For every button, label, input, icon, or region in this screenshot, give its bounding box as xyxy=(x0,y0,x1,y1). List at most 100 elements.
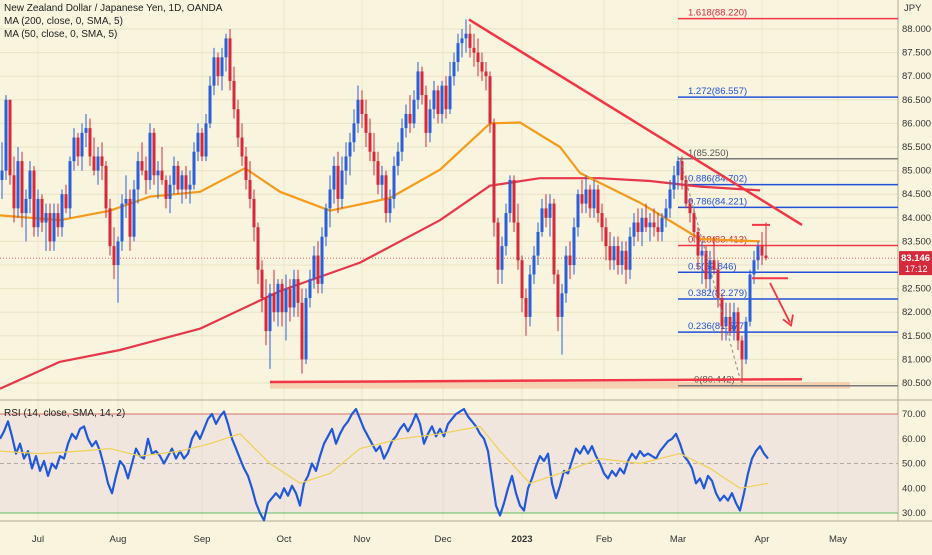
time-tick-label: Jul xyxy=(32,534,44,545)
candle-bear xyxy=(140,161,144,171)
chart-title[interactable]: New Zealand Dollar / Japanese Yen, 1D, O… xyxy=(4,3,223,14)
price-badge-bg xyxy=(899,251,932,276)
candle-bull xyxy=(540,208,544,232)
candle-bull xyxy=(284,288,288,313)
time-tick-label: Apr xyxy=(755,534,770,545)
candle-bear xyxy=(64,194,68,209)
drawings[interactable] xyxy=(0,18,898,386)
candle-bull xyxy=(196,132,200,152)
candle-bear xyxy=(444,85,448,110)
candle-bear xyxy=(384,175,388,214)
candle-bull xyxy=(660,217,664,232)
candle-bull xyxy=(292,279,296,308)
candle-bear xyxy=(436,90,440,114)
candle-bear xyxy=(372,151,376,162)
candle-bear xyxy=(364,113,368,133)
candle-bear xyxy=(472,47,476,53)
candle-bear xyxy=(144,170,148,181)
candle-bull xyxy=(676,161,680,176)
candle-bull xyxy=(16,161,20,209)
fib-label: 1(85.250) xyxy=(688,148,729,159)
candle-bear xyxy=(764,255,768,259)
time-tick-label: Sep xyxy=(194,534,211,545)
candle-bull xyxy=(428,109,432,133)
candle-bear xyxy=(604,227,608,247)
candle-bull xyxy=(328,189,332,209)
support-trendline[interactable] xyxy=(269,377,803,384)
candle-bear xyxy=(184,175,188,190)
resistance-trendline[interactable] xyxy=(468,18,803,226)
rsi-legend[interactable]: RSI (14, close, SMA, 14, 2) xyxy=(4,408,126,419)
candle-bear xyxy=(20,161,24,214)
candle-bull xyxy=(324,208,328,237)
candle-bull xyxy=(172,165,176,185)
candle-bull xyxy=(268,293,272,332)
candle-bull xyxy=(456,43,460,63)
ma200-legend[interactable]: MA (200, close, 0, SMA, 5) xyxy=(4,16,123,27)
time-tick-label: Nov xyxy=(354,534,371,545)
candle-bull xyxy=(508,180,512,214)
price-tick-label: 82.500 xyxy=(902,284,931,295)
candle-bull xyxy=(52,213,56,242)
projection-arrowhead[interactable] xyxy=(782,314,794,328)
candle-bear xyxy=(200,132,204,157)
fib-label: 1.618(88.220) xyxy=(688,8,747,19)
candle-bear xyxy=(256,227,260,270)
candle-bear xyxy=(8,99,12,176)
fib-label: 0.886(84.702) xyxy=(688,174,747,185)
candle-bull xyxy=(532,255,536,275)
candle-bull xyxy=(44,213,48,223)
price-tick-label: 86.000 xyxy=(902,118,931,129)
candle-bull xyxy=(432,90,436,110)
candle-bull xyxy=(208,85,212,124)
candle-bull xyxy=(744,321,748,360)
candle-bull xyxy=(584,189,588,204)
candle-bull xyxy=(0,170,4,181)
candle-bear xyxy=(408,113,412,124)
candle-bear xyxy=(176,165,180,190)
candle-bull xyxy=(572,227,576,265)
candle-bull xyxy=(460,38,464,44)
candle-bull xyxy=(312,255,316,280)
candle-bull xyxy=(308,279,312,299)
candle-bull xyxy=(400,128,404,152)
candle-bull xyxy=(340,170,344,199)
candle-bull xyxy=(504,213,508,247)
projection-arrow[interactable] xyxy=(769,282,791,323)
candle-bear xyxy=(740,340,744,360)
ma50-legend[interactable]: MA (50, close, 0, SMA, 5) xyxy=(4,29,118,40)
candle-bull xyxy=(120,203,124,242)
candle-bull xyxy=(28,170,32,199)
rsi-line xyxy=(0,408,769,522)
candle-bear xyxy=(544,208,548,218)
support-zone[interactable] xyxy=(270,382,850,389)
candle-bull xyxy=(576,194,580,228)
candles xyxy=(0,19,768,383)
candle-bear xyxy=(424,95,428,133)
candle-bear xyxy=(760,246,764,256)
candle-bull xyxy=(116,241,120,265)
candle-bull xyxy=(72,137,76,162)
candle-bull xyxy=(356,99,360,124)
rsi-ma-line xyxy=(0,425,769,489)
candle-bear xyxy=(716,269,720,299)
price-tick-label: 82.000 xyxy=(902,307,931,318)
price-tick-label: 81.500 xyxy=(902,331,931,342)
candle-bear xyxy=(248,180,252,199)
candle-bear xyxy=(164,180,168,199)
price-legend: New Zealand Dollar / Japanese Yen, 1D, O… xyxy=(4,2,222,41)
candle-bear xyxy=(296,279,300,303)
candle-bull xyxy=(612,246,616,261)
candle-bear xyxy=(476,52,480,63)
candle-bear xyxy=(280,283,284,313)
candle-bear xyxy=(228,38,232,81)
candle-bear xyxy=(596,189,600,214)
candle-bear xyxy=(300,302,304,360)
candle-bear xyxy=(232,80,236,110)
rsi-tick-label: 40.00 xyxy=(902,483,926,494)
candle-bear xyxy=(288,288,292,308)
candle-bull xyxy=(564,255,568,294)
candle-bear xyxy=(100,156,104,166)
candle-bull xyxy=(392,165,396,199)
